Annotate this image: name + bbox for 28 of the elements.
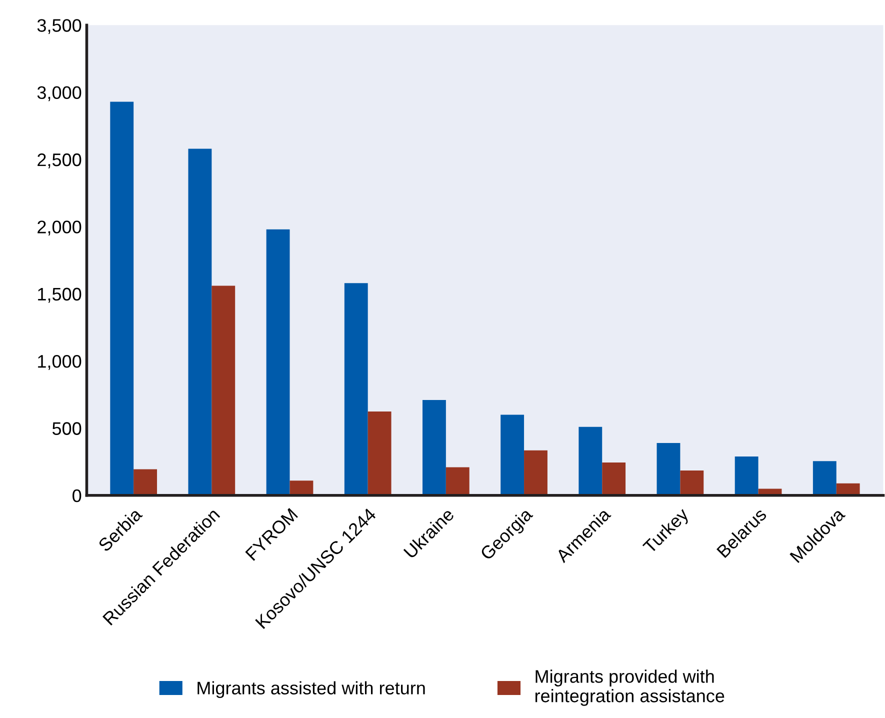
- y-tick-label: 2,500: [38, 153, 82, 168]
- bar: [524, 450, 548, 496]
- bar: [110, 102, 134, 496]
- bar: [578, 426, 602, 496]
- y-tick-label: 3,000: [37, 86, 82, 102]
- y-tick-label: 1,000: [38, 354, 82, 370]
- bar: [500, 414, 524, 496]
- bar: [266, 229, 290, 496]
- bar: [656, 443, 680, 496]
- y-tick-label: 3,500: [37, 19, 82, 34]
- bar: [344, 283, 368, 496]
- bar: [422, 400, 446, 496]
- bar: [212, 286, 236, 496]
- y-tick-label: 500: [52, 422, 82, 435]
- bar: [812, 461, 836, 496]
- bar: [680, 470, 704, 496]
- bar: [602, 462, 626, 496]
- bar: [734, 456, 758, 496]
- legend-label: Migrants provided with reintegration assistance: [535, 670, 724, 706]
- bar: [290, 480, 314, 496]
- bar: [446, 467, 470, 496]
- y-tick-label: 0: [72, 489, 82, 502]
- y-tick-label: 2,000: [38, 220, 82, 236]
- legend-label: Migrants assisted with return: [198, 681, 425, 698]
- bar: [134, 469, 158, 496]
- bar: [368, 411, 392, 496]
- y-tick-label: 1,500: [38, 288, 82, 303]
- bar: [188, 148, 212, 496]
